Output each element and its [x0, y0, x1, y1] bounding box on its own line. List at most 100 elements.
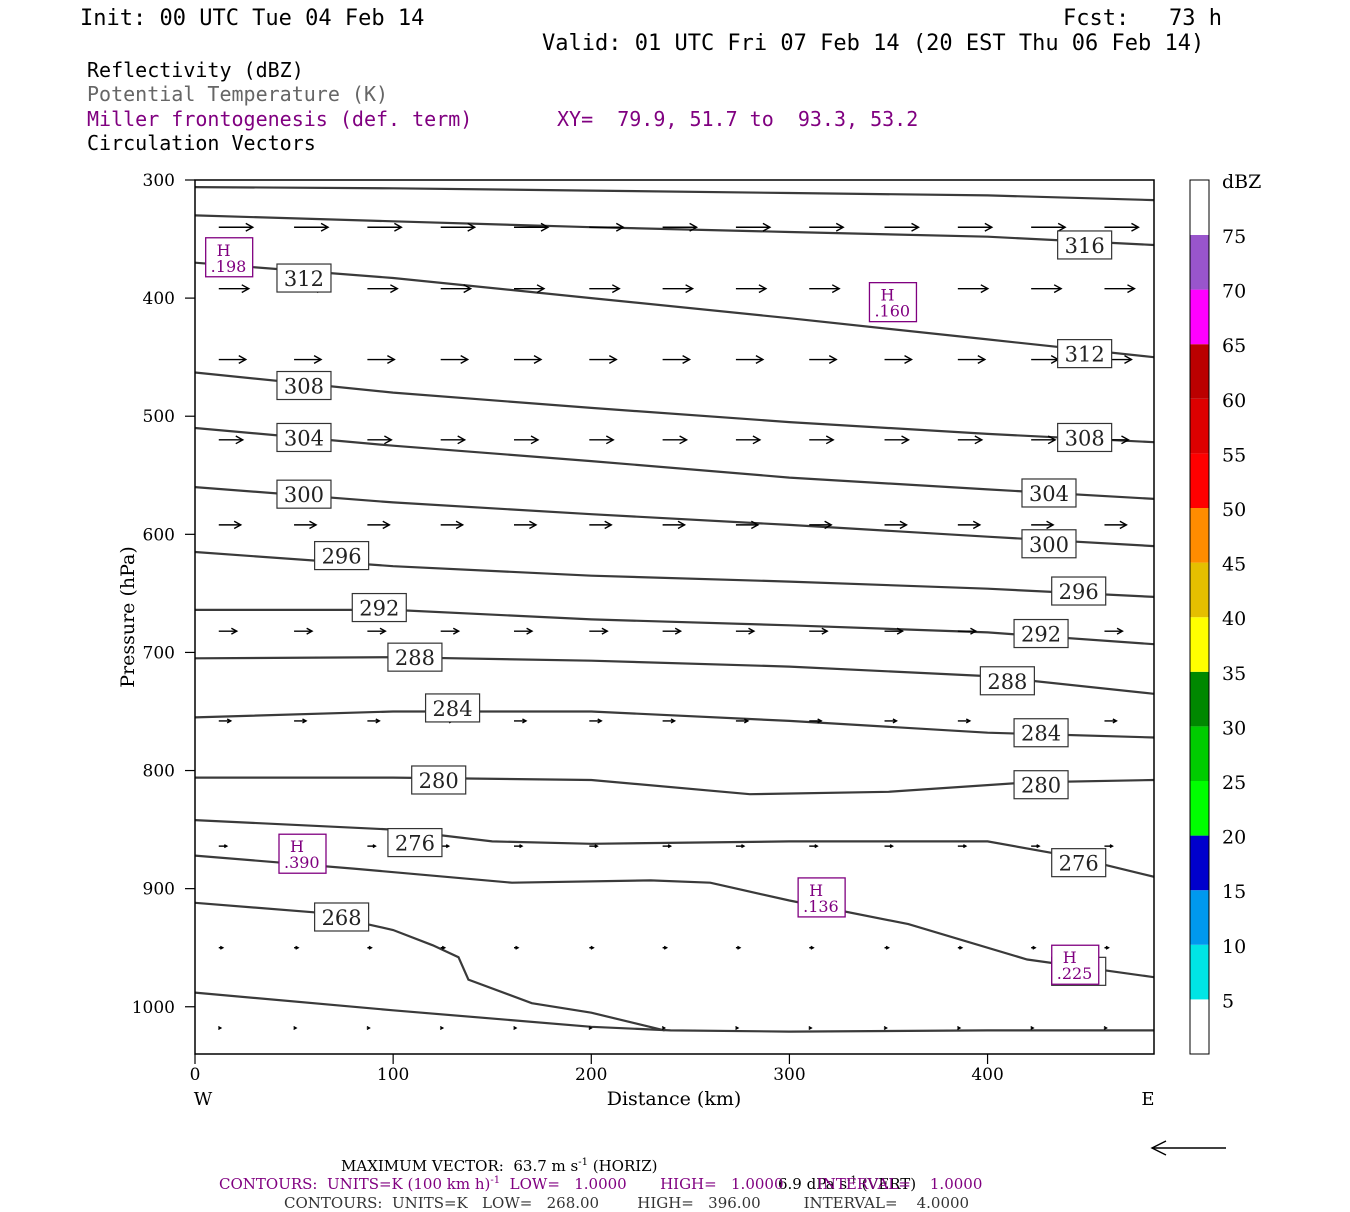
- svg-text:.136: .136: [803, 897, 839, 916]
- colorbar-segment: [1190, 453, 1209, 508]
- circulation-vector: [589, 627, 609, 635]
- svg-text:276: 276: [1059, 852, 1099, 876]
- frontogenesis-high: H.198: [205, 237, 254, 278]
- svg-text:H: H: [290, 837, 304, 856]
- svg-text:.198: .198: [211, 257, 247, 276]
- svg-text:280: 280: [419, 769, 459, 793]
- theta-contour-316: [195, 186, 1154, 202]
- contour-label: 312: [276, 263, 332, 293]
- circulation-vector: [1104, 844, 1114, 849]
- circulation-vector: [514, 718, 528, 724]
- circulation-vector: [1031, 284, 1063, 294]
- circulation-vector: [588, 1026, 593, 1031]
- circulation-vector: [217, 1026, 223, 1031]
- circulation-vector: [589, 355, 618, 364]
- circulation-vector: [218, 718, 233, 724]
- circulation-vector: [1031, 520, 1055, 530]
- frontogenesis-high: H.136: [797, 877, 846, 918]
- circulation-vector: [1104, 222, 1140, 232]
- circulation-vector: [662, 945, 669, 950]
- circulation-vector: [218, 945, 225, 950]
- x-tick-label: 200: [575, 1065, 607, 1085]
- circulation-vector: [440, 945, 447, 950]
- circulation-vector: [735, 520, 760, 530]
- x-tick-label: 100: [377, 1065, 409, 1085]
- plot-frame: [194, 179, 1155, 1055]
- circulation-vector: [514, 844, 524, 849]
- circulation-vector: [589, 844, 599, 849]
- x-axis-east-label: E: [1141, 1089, 1154, 1110]
- svg-text:284: 284: [1021, 722, 1061, 746]
- colorbar-level-label: 55: [1222, 444, 1246, 466]
- circulation-vector: [1031, 844, 1041, 849]
- circulation-vector: [589, 222, 625, 232]
- theta-contour-284: [195, 710, 1154, 739]
- circulation-vector: [735, 222, 772, 232]
- circulation-vector: [367, 627, 387, 635]
- circulation-vector: [735, 355, 765, 364]
- circulation-vector: [440, 435, 467, 445]
- svg-text:280: 280: [1021, 774, 1061, 798]
- circulation-vector: [1031, 435, 1057, 445]
- circulation-vector: [218, 844, 229, 849]
- circulation-vector: [884, 627, 904, 635]
- circulation-vector: [957, 1026, 962, 1031]
- y-tick-label: 1000: [132, 998, 175, 1018]
- circulation-vector: [293, 1026, 298, 1031]
- svg-text:296: 296: [1059, 580, 1099, 604]
- colorbar-level-label: 35: [1222, 663, 1246, 685]
- x-tick-label: 300: [773, 1065, 805, 1085]
- circulation-vector: [1031, 222, 1067, 232]
- theta-contour-268: [195, 901, 665, 1032]
- circulation-vector: [662, 520, 687, 530]
- colorbar-segment: [1190, 398, 1209, 454]
- circulation-vector: [957, 435, 984, 445]
- theta-contour-264: [195, 991, 1154, 1033]
- svg-text:H: H: [1063, 948, 1077, 967]
- cross-section-endpoints: XY= 79.9, 51.7 to 93.3, 53.2: [557, 107, 919, 131]
- circulation-vector: [218, 627, 239, 635]
- circulation-vector: [809, 945, 815, 950]
- circulation-vector: [440, 520, 465, 530]
- colorbar-level-label: 50: [1222, 499, 1246, 521]
- circulation-vector: [367, 718, 381, 724]
- y-tick-label: 800: [143, 762, 175, 782]
- colorbar-level-label: 30: [1222, 717, 1246, 739]
- circulation-vector: [514, 627, 534, 635]
- circulation-vector: [514, 284, 546, 294]
- circulation-vector: [1103, 1026, 1108, 1031]
- y-tick-label: 900: [143, 880, 175, 900]
- svg-text:304: 304: [284, 426, 324, 450]
- circulation-vector: [735, 1026, 740, 1031]
- colorbar-level-label: 60: [1222, 390, 1246, 412]
- max-vector-text: MAXIMUM VECTOR: 63.7 m s-1 (HORIZ): [341, 1157, 658, 1175]
- circulation-vector: [367, 284, 399, 294]
- circulation-vector: [809, 284, 841, 294]
- contour-label: 292: [1013, 618, 1069, 649]
- circulation-vector: [808, 1026, 813, 1031]
- theta-contour-280: [195, 776, 1154, 796]
- contour-label: 292: [351, 592, 407, 623]
- colorbar-segment: [1190, 344, 1209, 399]
- circulation-vector: [514, 435, 540, 445]
- circulation-vector: [589, 718, 603, 724]
- circulation-vector: [367, 435, 393, 445]
- circulation-vector: [735, 284, 768, 294]
- circulation-vector: [589, 945, 595, 950]
- svg-text:292: 292: [359, 597, 399, 621]
- circulation-vector: [1030, 1026, 1035, 1031]
- circulation-vector: [367, 520, 391, 530]
- circulation-vector: [513, 1026, 518, 1031]
- contour-label: 312: [1057, 339, 1113, 369]
- circulation-vector: [884, 520, 908, 530]
- circulation-vector: [735, 718, 750, 724]
- colorbar-segment: [1190, 617, 1209, 672]
- colorbar-level-label: 20: [1222, 827, 1246, 849]
- svg-text:292: 292: [1021, 623, 1061, 647]
- forecast-hour: Fcst: 73 h: [1063, 6, 1222, 31]
- svg-text:H: H: [217, 241, 231, 260]
- circulation-vector: [1104, 284, 1136, 294]
- colorbar-segment: [1190, 289, 1209, 345]
- svg-text:288: 288: [987, 670, 1027, 694]
- circulation-vector: [366, 1026, 371, 1031]
